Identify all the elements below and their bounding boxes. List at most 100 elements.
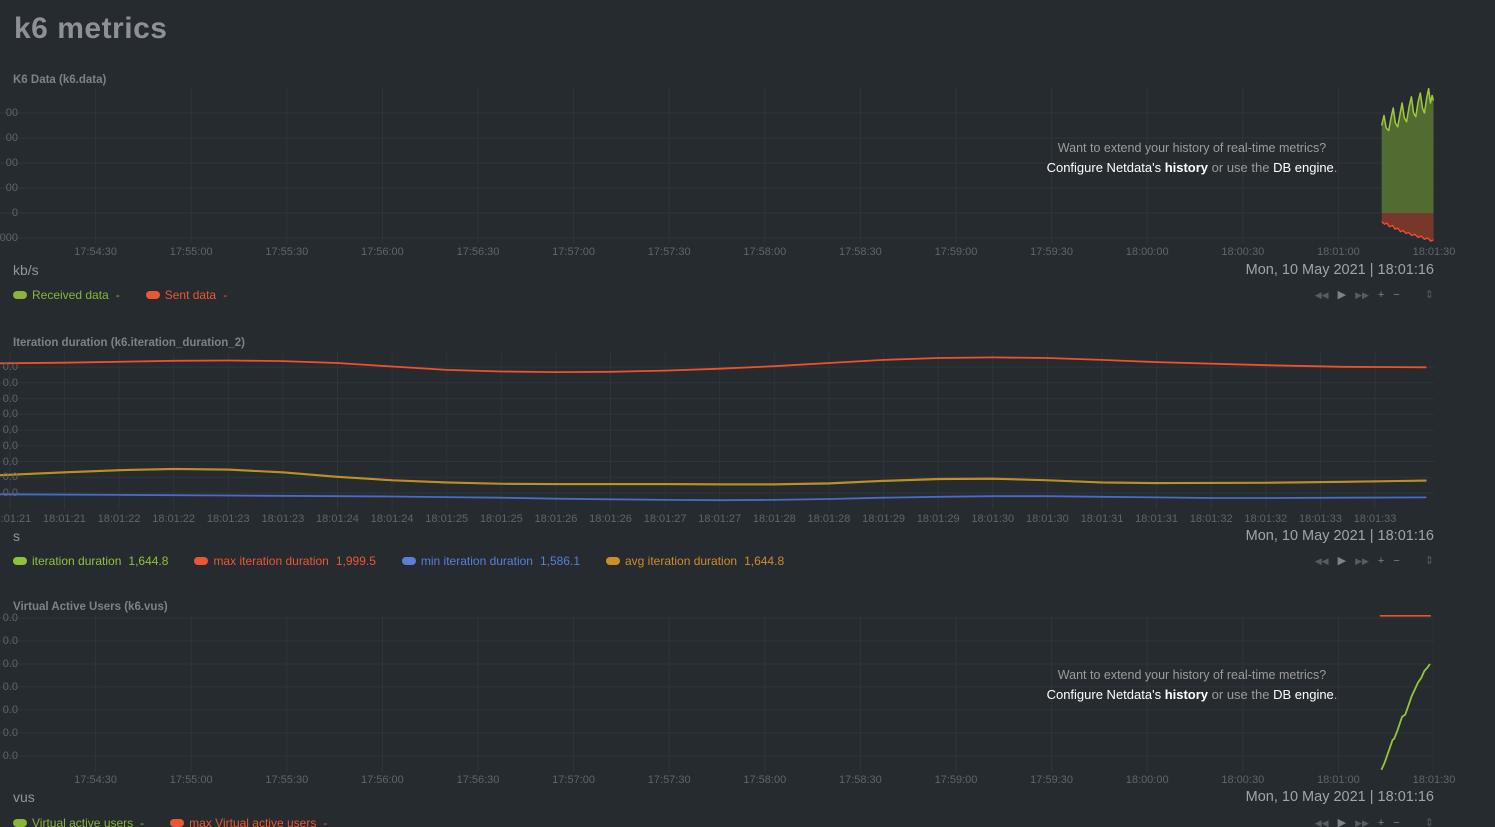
x-axis-label: 17:58:00 (743, 246, 787, 258)
pan-forward-icon[interactable]: ▶▶ (1355, 556, 1369, 566)
x-axis-label: 18:01:30 (971, 513, 1015, 525)
x-axis-label: 18:01:32 (1189, 513, 1233, 525)
legend-item[interactable]: iteration duration 1,644.8 (13, 554, 168, 568)
zoom-in-icon[interactable]: + (1377, 555, 1385, 567)
pan-backward-icon[interactable]: ◀◀ (1314, 818, 1329, 827)
x-axis-label: 18:01:25 (425, 513, 469, 525)
series-line-received-data (1380, 88, 1434, 132)
legend-item[interactable]: Received data - (13, 288, 120, 302)
page-title: k6 metrics (14, 12, 168, 45)
legend-swatch-icon (401, 557, 416, 565)
x-axis-label: 18:01:29 (862, 513, 905, 525)
legend-value: 1,586.1 (539, 554, 580, 568)
legend-item[interactable]: max Virtual active users - (170, 816, 327, 827)
play-icon[interactable]: ▶ (1337, 289, 1347, 301)
resize-icon[interactable]: ⇕ (1424, 817, 1434, 827)
x-axis-label: 18:01:31 (1135, 513, 1178, 525)
pan-forward-icon[interactable]: ▶▶ (1355, 290, 1369, 300)
x-axis-label: 18:01:27 (698, 513, 742, 525)
legend-label: max iteration duration (213, 554, 329, 568)
db-engine-link[interactable]: DB engine (1273, 160, 1334, 175)
x-axis-label: 17:56:00 (360, 246, 404, 258)
zoom-out-icon[interactable]: − (1393, 817, 1400, 827)
legend-item[interactable]: avg iteration duration 1,644.8 (606, 554, 784, 568)
x-axis-label: 18:01:29 (916, 513, 960, 525)
history-link[interactable]: history (1164, 160, 1209, 175)
x-axis-label: 17:57:30 (647, 246, 691, 258)
x-axis-label: 17:57:00 (552, 774, 596, 786)
series-line-max-iteration-duration (0, 356, 1427, 374)
chart-toolbar: ◀◀ ▶ ▶▶ + − ⇕ (1315, 552, 1434, 570)
x-axis-label: 17:56:30 (456, 246, 500, 258)
x-axis-label: 17:56:30 (456, 774, 500, 786)
chart-legend: Virtual active users - max Virtual active … (13, 816, 327, 827)
x-axis-label: 18:01:30 (1412, 246, 1456, 258)
zoom-in-icon[interactable]: + (1377, 289, 1385, 301)
pan-backward-icon[interactable]: ◀◀ (1314, 556, 1329, 566)
zoom-out-icon[interactable]: − (1393, 555, 1400, 567)
x-axis-label: 17:59:00 (934, 774, 978, 786)
x-axis-label: 18:01:25 (479, 513, 523, 525)
series-line-min-iteration-duration (0, 493, 1427, 502)
chart-title: Virtual Active Users (k6.vus) (13, 601, 168, 613)
chart-toolbar: ◀◀ ▶ ▶▶ + − ⇕ (1315, 286, 1434, 304)
legend-value: 1,644.8 (744, 554, 785, 568)
x-axis: 17:54:30 17:55:00 17:55:30 17:56:00 17:56:30… (0, 244, 1455, 259)
chart-plot[interactable]: Want to extend your history of real-time… (0, 612, 1434, 772)
chart-panel-iteration-duration: Iteration duration (k6.iteration_duratio… (0, 333, 1434, 583)
chart-legend: Received data - Sent data - (13, 288, 227, 302)
x-axis-label: 17:55:00 (169, 774, 213, 786)
history-link[interactable]: history (1164, 687, 1209, 702)
legend-value: 1,644.8 (128, 554, 169, 568)
chart-plot[interactable]: Want to extend your history of real-time… (0, 88, 1434, 244)
resize-icon[interactable]: ⇕ (1424, 555, 1434, 567)
chart-plot[interactable]: 0.0 0.0 0.0 0.0 0.0 0.0 0.0 0.0 0.0 (0, 352, 1434, 510)
series-area-sent-data (1381, 213, 1434, 242)
play-icon[interactable]: ▶ (1337, 555, 1347, 567)
x-axis-label: 17:56:00 (360, 774, 404, 786)
series-line-virtual-active-users (1380, 663, 1431, 771)
legend-label: min iteration duration (420, 554, 533, 568)
x-axis-label: 18:01:24 (370, 513, 414, 525)
chart-title: K6 Data (k6.data) (13, 74, 107, 86)
x-axis-label: 18:01:22 (152, 513, 196, 525)
zoom-in-icon[interactable]: + (1377, 817, 1385, 827)
x-axis-label: 18:01:33 (1298, 513, 1342, 525)
x-axis-label: 17:54:30 (74, 246, 118, 258)
db-engine-link[interactable]: DB engine (1273, 687, 1334, 702)
x-axis-label: 17:58:30 (838, 774, 882, 786)
x-axis-label: 18:01:30 (1025, 513, 1069, 525)
x-axis-label: 17:55:30 (265, 774, 309, 786)
x-axis-label: 18:00:00 (1125, 774, 1169, 786)
legend-value: - (140, 816, 145, 827)
x-axis-label: 18:01:28 (752, 513, 796, 525)
chart-legend: iteration duration 1,644.8 max iteration d… (13, 554, 784, 568)
x-axis-label: 17:59:30 (1030, 774, 1074, 786)
play-icon[interactable]: ▶ (1337, 817, 1347, 827)
chart-toolbar: ◀◀ ▶ ▶▶ + − ⇕ (1315, 814, 1434, 827)
legend-item[interactable]: Virtual active users - (13, 816, 144, 827)
x-axis-label: 18:01:24 (316, 513, 359, 525)
chart-timestamp: Mon, 10 May 2021 | 18:01:16 (1245, 528, 1434, 544)
x-axis-label: 18:01:32 (1244, 513, 1288, 525)
zoom-out-icon[interactable]: − (1393, 289, 1400, 301)
legend-label: Virtual active users (32, 816, 134, 827)
legend-swatch-icon (606, 557, 620, 565)
pan-backward-icon[interactable]: ◀◀ (1314, 290, 1329, 300)
legend-label: iteration duration (32, 554, 122, 568)
chart-panel-k6-data: K6 Data (k6.data) Want to extend your hi… (0, 70, 1455, 320)
legend-item[interactable]: Sent data - (145, 288, 228, 302)
legend-value: 1,999.5 (335, 554, 376, 568)
legend-item[interactable]: max iteration duration 1,999.5 (194, 554, 376, 568)
resize-icon[interactable]: ⇕ (1424, 289, 1434, 301)
x-axis-label: 17:57:30 (647, 774, 691, 786)
legend-item[interactable]: min iteration duration 1,586.1 (401, 554, 580, 568)
x-axis: 17:54:30 17:55:00 17:55:30 17:56:00 17:56:30… (0, 772, 1455, 787)
x-axis-label: 18:01:00 (1316, 246, 1360, 258)
x-axis-label: 17:55:00 (169, 246, 213, 258)
pan-forward-icon[interactable]: ▶▶ (1355, 818, 1369, 827)
chart-canvas (0, 352, 1434, 510)
legend-value: - (223, 288, 228, 302)
x-axis-label: 18:01:28 (807, 513, 851, 525)
